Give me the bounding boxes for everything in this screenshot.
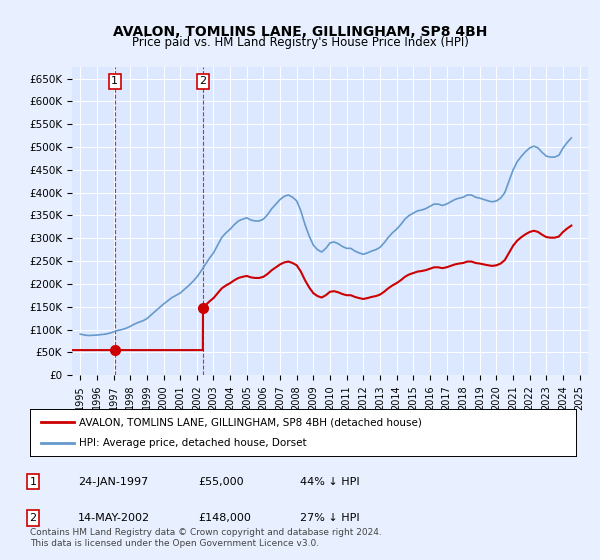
Text: 27% ↓ HPI: 27% ↓ HPI bbox=[300, 513, 359, 523]
Text: HPI: Average price, detached house, Dorset: HPI: Average price, detached house, Dors… bbox=[79, 438, 307, 448]
Text: £55,000: £55,000 bbox=[198, 477, 244, 487]
Text: 14-MAY-2002: 14-MAY-2002 bbox=[78, 513, 150, 523]
Text: 24-JAN-1997: 24-JAN-1997 bbox=[78, 477, 148, 487]
Text: Contains HM Land Registry data © Crown copyright and database right 2024.
This d: Contains HM Land Registry data © Crown c… bbox=[30, 528, 382, 548]
Text: 44% ↓ HPI: 44% ↓ HPI bbox=[300, 477, 359, 487]
Text: AVALON, TOMLINS LANE, GILLINGHAM, SP8 4BH (detached house): AVALON, TOMLINS LANE, GILLINGHAM, SP8 4B… bbox=[79, 417, 422, 427]
Text: AVALON, TOMLINS LANE, GILLINGHAM, SP8 4BH: AVALON, TOMLINS LANE, GILLINGHAM, SP8 4B… bbox=[113, 25, 487, 39]
Text: 1: 1 bbox=[29, 477, 37, 487]
Text: £148,000: £148,000 bbox=[198, 513, 251, 523]
Text: 1: 1 bbox=[111, 76, 118, 86]
Text: 2: 2 bbox=[199, 76, 206, 86]
Text: Price paid vs. HM Land Registry's House Price Index (HPI): Price paid vs. HM Land Registry's House … bbox=[131, 36, 469, 49]
Text: 2: 2 bbox=[29, 513, 37, 523]
